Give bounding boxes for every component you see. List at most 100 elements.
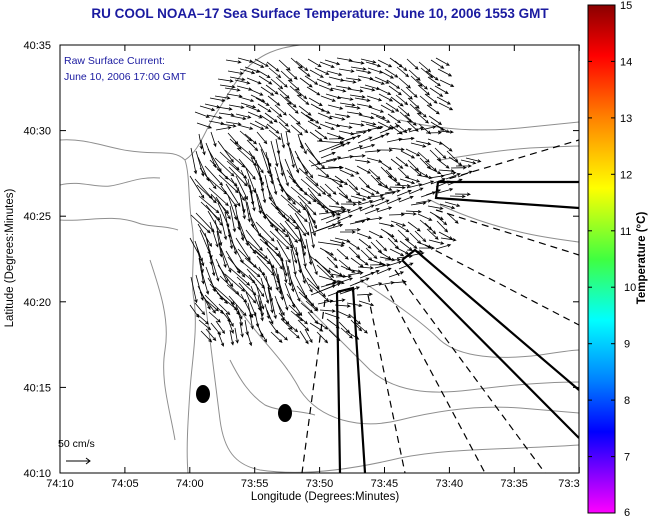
current-vector [286,293,303,317]
y-tick-label: 40:30 [23,126,51,138]
current-vector [350,66,367,71]
current-vector [328,136,345,141]
current-vector [220,247,232,273]
buoy-marker-east [278,404,292,422]
colorbar [587,4,616,514]
current-vector [376,267,392,275]
current-vector [359,204,375,212]
current-vector [296,94,310,105]
current-vector [320,151,336,159]
current-vector [229,267,251,286]
current-vector [460,159,477,165]
current-vector [368,106,385,113]
current-vector [258,328,268,343]
current-vector [227,70,244,75]
current-vector [375,239,388,252]
current-vector [454,192,471,196]
current-vector [358,300,375,307]
current-vector [410,75,423,87]
current-vector [377,183,393,191]
contour-2 [239,309,579,425]
current-vector [366,95,383,102]
current-vector [346,178,359,191]
current-vector [398,195,414,203]
current-vector [267,219,289,238]
current-vector [299,330,309,345]
current-vector [358,238,372,249]
colorbar-tick-label: 11 [620,226,631,238]
contour-6 [439,145,579,161]
current-vector [327,104,344,110]
current-vector [255,221,275,242]
current-vector [436,220,449,233]
current-vector [257,103,272,113]
current-vector [394,60,408,72]
current-vector [308,97,323,106]
current-vector [384,124,400,132]
current-vector [200,268,210,295]
current-vector [305,114,320,124]
current-vector [340,327,353,339]
current-vector [208,249,216,277]
current-vector [345,77,362,82]
current-vector [340,230,356,234]
current-vector [439,79,455,87]
current-vector [255,283,265,310]
current-vector [200,139,206,156]
current-vector [249,184,256,212]
current-vector [309,131,323,142]
current-vector [465,157,482,163]
current-vector [238,158,256,181]
current-vector [195,212,215,233]
current-vector [408,187,424,195]
current-vector [205,142,217,169]
current-vector [216,292,238,311]
colorbar-tick-label: 9 [624,339,630,351]
current-vector [205,328,217,342]
scale-label: 50 cm/s [58,438,95,450]
current-vector [288,237,298,264]
current-vector [229,76,246,81]
y-tick-label: 40:10 [23,468,51,480]
current-vector [405,209,422,214]
colorbar-tick-label: 15 [620,0,632,12]
current-vector [288,304,301,317]
x-tick-label: 73:3 [558,478,579,490]
current-vector [386,260,403,267]
current-vector [396,128,412,135]
current-vector [394,184,411,188]
current-vector [204,165,224,186]
current-vector [320,95,336,102]
current-vector [307,58,322,68]
current-vector [316,78,332,86]
current-vector [438,169,455,173]
radial-lines [301,139,579,473]
current-vector [400,212,417,216]
current-vector [327,165,344,170]
current-vector [368,230,384,238]
current-vector [315,106,331,114]
current-vector [219,84,236,89]
current-vector [200,330,213,343]
contour-10 [149,259,176,441]
current-vector [248,150,264,174]
radar-box-south [335,286,367,473]
current-vector [290,57,303,69]
current-vector [366,216,383,221]
current-vector [427,205,444,210]
current-vector [217,140,234,163]
current-vector [384,257,401,262]
current-vector [288,113,301,125]
current-vector [345,200,362,205]
current-vector [340,79,357,84]
current-vector [456,164,472,168]
current-vector [319,185,332,197]
contour-4 [359,279,579,358]
current-vector [287,327,300,339]
current-vector [238,96,255,102]
current-vector [424,222,437,235]
current-vector [369,197,386,204]
current-vector [449,194,466,199]
current-vector [234,141,256,160]
current-vector [198,319,212,331]
